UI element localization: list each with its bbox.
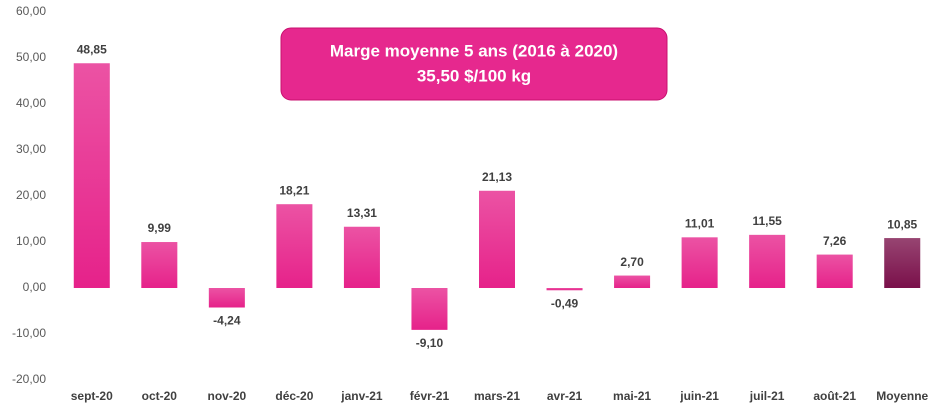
x-tick-label: nov-20 <box>208 389 247 403</box>
bar <box>614 275 651 288</box>
data-label: 7,26 <box>823 234 847 248</box>
x-tick-label: févr-21 <box>410 389 450 403</box>
bar <box>681 237 718 288</box>
bar <box>816 254 853 288</box>
x-tick-label: mars-21 <box>474 389 520 403</box>
y-tick-label: 40,00 <box>16 96 46 110</box>
y-tick-label: 50,00 <box>16 50 46 64</box>
annotation: Marge moyenne 5 ans (2016 à 2020) <box>330 41 618 60</box>
bar <box>546 288 583 291</box>
x-tick-label: mai-21 <box>613 389 651 403</box>
bar <box>276 204 313 288</box>
y-tick-label: 30,00 <box>16 142 46 156</box>
annotation-box <box>280 27 668 101</box>
x-tick-label: oct-20 <box>142 389 178 403</box>
y-tick-label: -10,00 <box>12 326 46 340</box>
annotation: 35,50 $/100 kg <box>417 66 531 85</box>
bar <box>343 226 380 288</box>
data-label: 11,55 <box>752 214 782 228</box>
data-label: 48,85 <box>77 42 107 56</box>
data-label: 11,01 <box>685 217 715 231</box>
x-tick-label: juin-21 <box>679 389 719 403</box>
data-label: 10,85 <box>887 217 917 231</box>
bar <box>749 234 786 288</box>
bar <box>73 63 110 288</box>
data-label: -4,24 <box>213 314 241 328</box>
y-tick-label: -20,00 <box>12 372 46 386</box>
bar <box>884 238 921 288</box>
data-label: -0,49 <box>551 296 579 310</box>
data-label: 9,99 <box>148 221 172 235</box>
y-tick-label: 60,00 <box>16 4 46 18</box>
y-tick-label: 0,00 <box>23 280 47 294</box>
bar <box>479 190 515 288</box>
data-label: -9,10 <box>416 336 444 350</box>
data-label: 13,31 <box>347 206 377 220</box>
bar <box>208 288 245 308</box>
x-tick-label: avr-21 <box>547 389 583 403</box>
y-tick-label: 10,00 <box>16 234 46 248</box>
x-tick-label: juil-21 <box>749 389 785 403</box>
bar <box>411 288 448 330</box>
data-label: 21,13 <box>482 170 512 184</box>
bar <box>141 242 178 288</box>
x-tick-label: sept-20 <box>71 389 113 403</box>
x-tick-label: Moyenne <box>876 389 928 403</box>
data-label: 2,70 <box>620 255 644 269</box>
data-label: 18,21 <box>279 183 309 197</box>
x-tick-label: août-21 <box>813 389 856 403</box>
y-tick-label: 20,00 <box>16 188 46 202</box>
x-tick-label: déc-20 <box>275 389 313 403</box>
x-tick-label: janv-21 <box>340 389 383 403</box>
